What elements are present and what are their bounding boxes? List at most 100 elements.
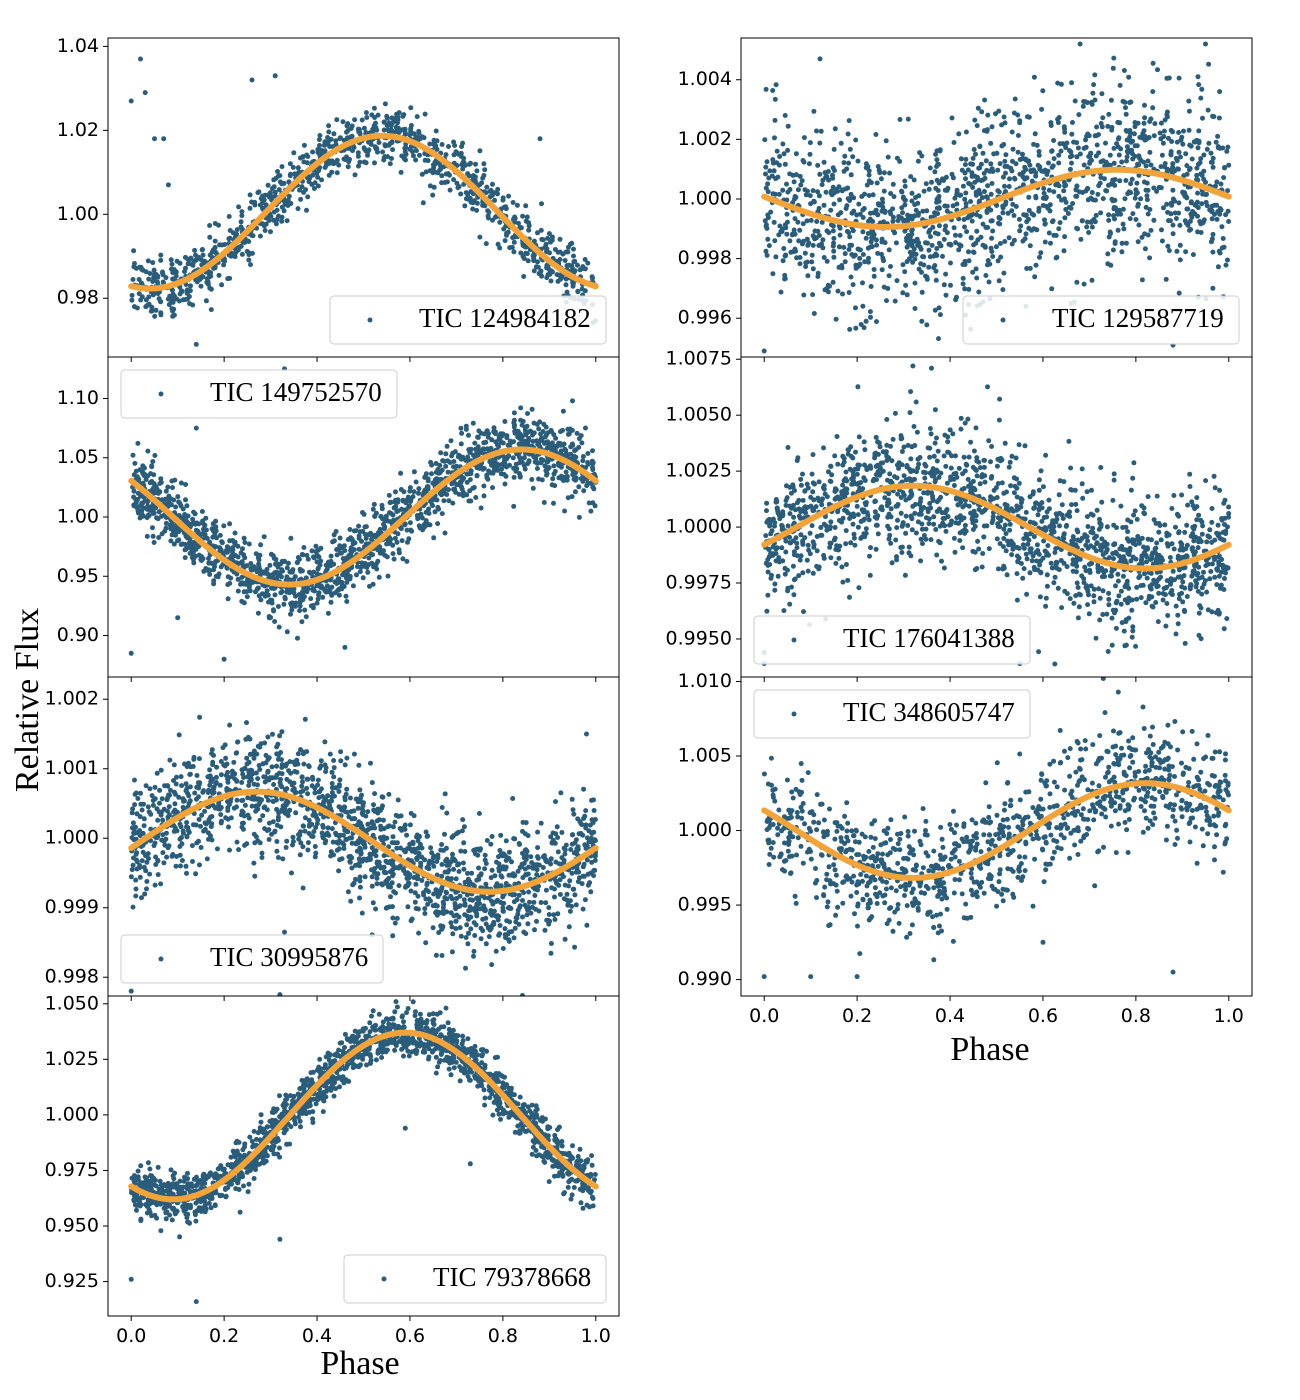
data-point [265, 797, 271, 803]
data-point [578, 433, 584, 439]
data-point [245, 812, 251, 818]
data-point [445, 869, 451, 875]
data-point [225, 799, 230, 805]
data-point [281, 558, 287, 564]
data-point [534, 872, 540, 878]
data-point [254, 569, 260, 575]
data-point [429, 471, 434, 477]
data-point [505, 229, 511, 235]
data-point [521, 929, 527, 935]
data-point [137, 874, 143, 880]
data-point [495, 186, 501, 192]
data-point [382, 101, 388, 107]
data-point [406, 875, 412, 881]
data-point [133, 886, 139, 892]
data-point [396, 883, 402, 889]
data-point [562, 851, 568, 857]
data-point [318, 763, 324, 769]
data-point [449, 481, 455, 487]
data-point [567, 908, 573, 914]
data-point [302, 716, 308, 722]
data-point [473, 161, 478, 167]
data-point [569, 903, 575, 909]
data-point [458, 848, 464, 854]
data-point [465, 941, 471, 947]
data-point [376, 140, 382, 145]
data-point [518, 436, 524, 442]
data-point [375, 149, 380, 155]
data-point [548, 856, 554, 862]
data-point [191, 754, 197, 760]
data-point [247, 192, 253, 198]
data-point [191, 553, 197, 559]
data-point [467, 488, 473, 494]
data-point [512, 215, 518, 221]
data-point [476, 428, 482, 434]
data-point [239, 209, 245, 215]
data-point [255, 776, 261, 782]
data-point [306, 817, 312, 823]
data-point [260, 813, 266, 819]
data-point [454, 831, 460, 837]
data-point [437, 469, 443, 475]
data-point [256, 189, 262, 195]
data-point [573, 454, 579, 460]
data-point [190, 859, 195, 864]
y-tick-label: 1.000 [45, 827, 99, 849]
data-point [373, 853, 379, 859]
data-point [202, 522, 208, 528]
data-point [129, 867, 135, 873]
data-point [483, 881, 489, 887]
data-point [546, 918, 552, 923]
data-point [436, 506, 442, 512]
data-point [275, 604, 281, 609]
data-point [496, 932, 502, 938]
data-point [579, 286, 585, 292]
data-point [254, 1136, 259, 1142]
data-point [144, 506, 150, 512]
data-point [314, 559, 320, 565]
data-point [186, 294, 192, 299]
outlier-point [282, 929, 287, 935]
data-point [411, 489, 417, 495]
data-point [535, 829, 541, 835]
data-point [571, 1185, 577, 1190]
data-point [427, 858, 433, 864]
data-point [157, 481, 163, 486]
data-point [567, 898, 573, 904]
data-point [155, 279, 160, 285]
data-point [288, 535, 294, 541]
data-point [263, 752, 269, 758]
data-point [239, 798, 245, 803]
data-point [356, 523, 362, 529]
data-point [557, 442, 563, 448]
data-point [196, 756, 202, 762]
data-point [403, 871, 409, 877]
data-point [327, 751, 333, 757]
data-point [491, 919, 497, 925]
data-point [205, 790, 211, 795]
data-point [309, 548, 315, 554]
data-point [302, 607, 308, 613]
data-point [509, 859, 514, 865]
data-point [511, 465, 517, 471]
outlier-point [193, 425, 199, 431]
data-point [491, 425, 497, 431]
data-point [554, 824, 560, 830]
data-point [212, 238, 218, 244]
data-point [459, 477, 465, 483]
data-point [190, 262, 196, 268]
data-point [287, 161, 293, 167]
data-point [183, 265, 188, 271]
data-point [219, 282, 225, 288]
data-point [365, 809, 371, 815]
data-point [197, 862, 202, 868]
data-point [413, 157, 419, 163]
data-point [163, 520, 169, 526]
data-point [131, 488, 137, 494]
data-point [390, 915, 396, 921]
data-point [398, 470, 404, 476]
data-point [526, 864, 532, 870]
data-point [461, 897, 467, 903]
